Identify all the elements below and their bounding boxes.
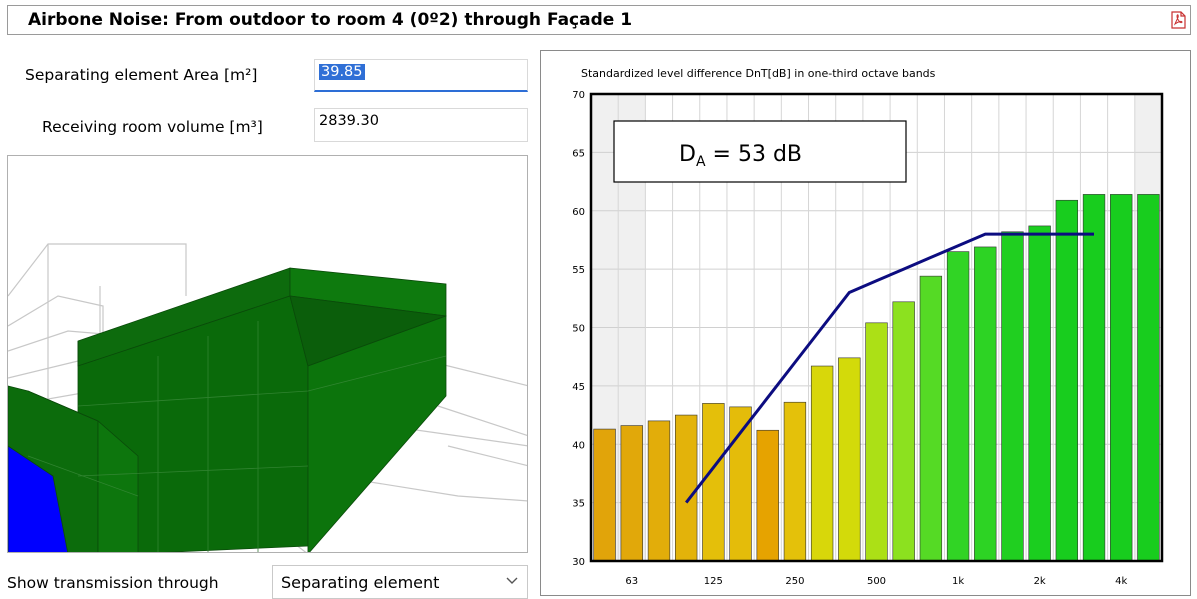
bar-2000: [1028, 225, 1051, 562]
bar-250: [783, 401, 807, 562]
bar-400: [838, 357, 861, 562]
chart-title: Standardized level difference DnT[dB] in…: [581, 67, 936, 80]
volume-label: Receiving room volume [m³]: [42, 118, 263, 136]
bar-800: [919, 275, 943, 562]
area-input[interactable]: 39.85: [314, 59, 528, 92]
x-tick-4k: 4k: [1115, 576, 1127, 587]
y-tick-55: 55: [572, 265, 585, 276]
y-tick-70: 70: [572, 90, 585, 101]
bar-100: [674, 414, 698, 562]
bar-125: [702, 403, 725, 562]
bar-4000: [1110, 194, 1133, 562]
transmission-selected: Separating element: [281, 573, 440, 592]
y-tick-65: 65: [572, 148, 585, 159]
bar-2500: [1055, 199, 1079, 562]
bar-200: [756, 429, 779, 562]
y-tick-50: 50: [572, 324, 585, 335]
da-sub: A: [696, 154, 706, 170]
y-tick-60: 60: [572, 207, 585, 218]
chevron-down-icon: [505, 572, 519, 586]
chart-panel: 30 35 40 45 50 55 60 65 70 63 125 250 500 1k 2k 4k Sta…: [540, 50, 1191, 596]
volume-value: 2839.30: [319, 113, 379, 129]
area-value: 39.85: [319, 64, 365, 80]
bar-3150: [1082, 194, 1106, 562]
bar-63: [620, 425, 643, 562]
da-value: = 53 dB: [706, 142, 802, 167]
bar-160: [729, 406, 752, 562]
dnt-chart: 30 35 40 45 50 55 60 65 70 63 125 250 500 1k 2k 4k Sta…: [572, 67, 1164, 587]
bar-315: [810, 365, 834, 562]
area-label: Separating element Area [m²]: [25, 66, 258, 84]
bar-500: [865, 322, 888, 562]
pdf-file-icon[interactable]: [1171, 11, 1186, 29]
da-annotation: DA = 53 dB: [613, 120, 907, 183]
transmission-label: Show transmission through: [7, 574, 219, 592]
bar-80: [647, 420, 671, 562]
da-prefix: D: [679, 142, 696, 167]
bar-50: [593, 428, 616, 562]
y-tick-35: 35: [572, 499, 585, 510]
reference-curve: [685, 232, 1094, 504]
y-tick-40: 40: [572, 440, 585, 451]
3d-model-viewport[interactable]: [7, 155, 528, 553]
window-title: Airbone Noise: From outdoor to room 4 (0…: [28, 10, 633, 30]
y-tick-30: 30: [572, 557, 585, 568]
svg-text:DA = 53 dB: DA = 53 dB: [679, 142, 802, 170]
x-tick-250: 250: [785, 576, 804, 587]
bar-1600: [1001, 231, 1024, 562]
x-tick-2k: 2k: [1034, 576, 1046, 587]
bar-1250: [974, 246, 997, 562]
y-tick-45: 45: [572, 382, 585, 393]
bar-5000: [1137, 194, 1160, 562]
bar-630: [892, 301, 915, 562]
3d-model-drawing: [8, 243, 527, 552]
x-tick-500: 500: [867, 576, 886, 587]
title-bar: Airbone Noise: From outdoor to room 4 (0…: [7, 5, 1191, 35]
x-tick-125: 125: [704, 576, 723, 587]
transmission-select[interactable]: Separating element: [272, 565, 528, 599]
volume-input[interactable]: 2839.30: [314, 108, 528, 142]
x-tick-1k: 1k: [952, 576, 964, 587]
x-tick-63: 63: [625, 576, 638, 587]
bar-1000: [946, 251, 970, 562]
